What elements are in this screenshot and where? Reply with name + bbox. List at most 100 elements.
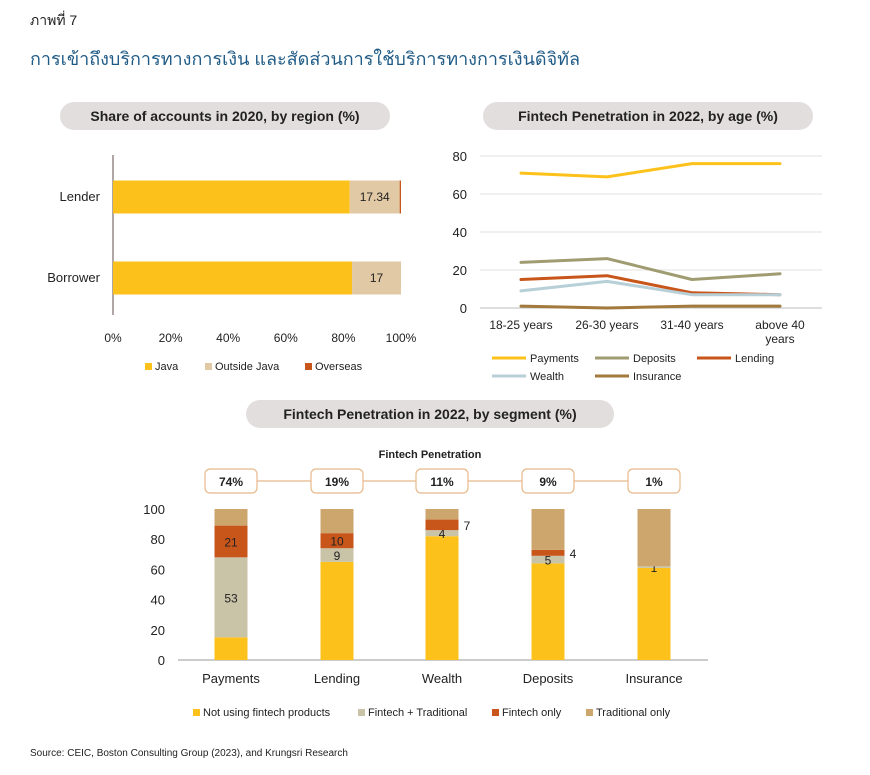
- chart3-title-pill: Fintech Penetration in 2022, by segment …: [246, 400, 614, 428]
- bar-overseas-lender: [399, 180, 401, 214]
- x-tick-label: 80%: [331, 331, 355, 345]
- data-label-fintech-traditional-lending: 9: [334, 549, 341, 563]
- x-tick-label: 31-40 years: [660, 318, 723, 332]
- y-tick-label: 80: [453, 149, 467, 164]
- x-tick-label: 40%: [216, 331, 240, 345]
- legend-label-deposits: Deposits: [633, 353, 676, 365]
- data-label-fintech-traditional-insurance: 1: [651, 561, 658, 575]
- y-tick-label: 20: [151, 623, 165, 638]
- penetration-box-wealth: [415, 468, 469, 494]
- data-label-fintech-only-wealth: 7: [464, 519, 471, 533]
- bar-fintech-only-wealth: [425, 519, 459, 531]
- legend-swatch-fintech-only: [492, 709, 499, 716]
- bar-not-using-fintech-products-insurance: [637, 567, 671, 660]
- chart2-title-pill: Fintech Penetration in 2022, by age (%): [483, 102, 813, 130]
- bar-fintech-traditional-insurance: [637, 566, 671, 568]
- legend-swatch-java: [145, 363, 152, 370]
- y-tick-label: 80: [151, 532, 165, 547]
- data-label-fintech-traditional-wealth: 4: [439, 527, 446, 541]
- bar-not-using-fintech-products-payments: [214, 637, 248, 660]
- bar-traditional-only-deposits: [531, 509, 565, 550]
- legend-label-traditional-only: Traditional only: [596, 707, 671, 719]
- y-tick-label: 100: [143, 502, 165, 517]
- x-tick-label-payments: Payments: [202, 671, 260, 686]
- x-tick-label: 18-25 years: [489, 318, 552, 332]
- category-label-lender: Lender: [60, 189, 101, 204]
- x-tick-label: 20%: [159, 331, 183, 345]
- bar-outside-java-lender: [349, 180, 400, 214]
- x-tick-label: 100%: [386, 331, 417, 345]
- data-label-fintech-only-payments: 21: [224, 535, 238, 549]
- data-label-fintech-traditional-payments: 53: [224, 591, 238, 605]
- figure-label: ภาพที่ 7: [30, 12, 78, 28]
- bar-traditional-only-wealth: [425, 509, 459, 520]
- source-note: Source: CEIC, Boston Consulting Group (2…: [30, 748, 348, 759]
- penetration-label-insurance: 1%: [645, 475, 663, 489]
- y-tick-label: 40: [151, 593, 165, 608]
- age-line-chart: 0 20 40 60 80 18-25 years 26-30 years 31-40 yea…: [453, 149, 822, 383]
- legend-label-wealth: Wealth: [530, 371, 564, 383]
- penetration-box-lending: [310, 468, 364, 494]
- penetration-label-wealth: 11%: [430, 475, 454, 489]
- bar-fintech-only-deposits: [531, 549, 565, 556]
- x-tick-label-insurance: Insurance: [625, 671, 682, 686]
- legend-label-fintech-traditional: Fintech + Traditional: [368, 707, 467, 719]
- legend-label-fintech-only: Fintech only: [502, 707, 562, 719]
- penetration-label-payments: 74%: [219, 475, 243, 489]
- bar-fintech-traditional-lending: [320, 548, 354, 562]
- series-line-deposits: [519, 257, 782, 281]
- penetration-box-insurance: [627, 468, 681, 494]
- legend-label-outside-java: Outside Java: [215, 361, 280, 373]
- legend-swatch-outside-java: [205, 363, 212, 370]
- penetration-label-deposits: 9%: [539, 475, 557, 489]
- x-tick-label: above 40: [755, 318, 805, 332]
- legend-swatch-traditional-only: [586, 709, 593, 716]
- legend-label-overseas: Overseas: [315, 361, 363, 373]
- chart1-title-pill: Share of accounts in 2020, by region (%): [60, 102, 390, 130]
- y-tick-label: 60: [151, 562, 165, 577]
- x-tick-label: years: [765, 332, 794, 346]
- series-line-insurance: [519, 304, 782, 310]
- bar-fintech-only-payments: [214, 525, 248, 558]
- bar-java-borrower: [113, 261, 353, 295]
- y-tick-label: 0: [460, 301, 467, 316]
- bar-traditional-only-insurance: [637, 509, 671, 567]
- y-tick-label: 60: [453, 187, 467, 202]
- bar-traditional-only-payments: [214, 509, 248, 526]
- legend-label-not-using-fintech-products: Not using fintech products: [203, 707, 331, 719]
- legend-label-java: Java: [155, 361, 179, 373]
- bar-not-using-fintech-products-wealth: [425, 536, 459, 660]
- bar-fintech-only-lending: [320, 533, 354, 549]
- y-tick-label: 40: [453, 225, 467, 240]
- bar-java-lender: [113, 180, 350, 214]
- data-label-fintech-only-lending: 10: [330, 535, 344, 549]
- legend-label-lending: Lending: [735, 353, 774, 365]
- data-label-fintech-only-deposits: 4: [570, 547, 577, 561]
- y-tick-label: 0: [158, 653, 165, 668]
- legend-label-payments: Payments: [530, 353, 579, 365]
- legend-swatch-not-using-fintech-products: [193, 709, 200, 716]
- x-tick-label: 26-30 years: [575, 318, 638, 332]
- chart-subtitle: Fintech Penetration: [379, 449, 482, 461]
- segment-stacked-chart: Fintech Penetration 74% 19% 11% 9% 1% 0 20 40 60 8…: [143, 449, 708, 719]
- legend-label-insurance: Insurance: [633, 371, 681, 383]
- bar-traditional-only-lending: [320, 509, 354, 534]
- data-label-fintech-traditional-deposits: 5: [545, 554, 552, 568]
- data-label-lender: 17.34: [360, 190, 390, 204]
- legend-swatch-fintech-traditional: [358, 709, 365, 716]
- y-tick-label: 20: [453, 263, 467, 278]
- data-label-borrower: 17: [370, 271, 384, 285]
- bar-fintech-traditional-payments: [214, 557, 248, 638]
- bar-not-using-fintech-products-lending: [320, 561, 354, 660]
- category-label-borrower: Borrower: [47, 270, 100, 285]
- x-tick-label-lending: Lending: [314, 671, 360, 686]
- figure-title: การเข้าถึงบริการทางการเงิน และสัดส่วนการ…: [30, 49, 581, 69]
- bar-fintech-traditional-wealth: [425, 530, 459, 537]
- x-tick-label: 60%: [274, 331, 298, 345]
- penetration-box-payments: [204, 468, 258, 494]
- bar-not-using-fintech-products-deposits: [531, 563, 565, 660]
- x-tick-label-wealth: Wealth: [422, 671, 462, 686]
- legend-swatch-overseas: [305, 363, 312, 370]
- x-tick-label-deposits: Deposits: [523, 671, 574, 686]
